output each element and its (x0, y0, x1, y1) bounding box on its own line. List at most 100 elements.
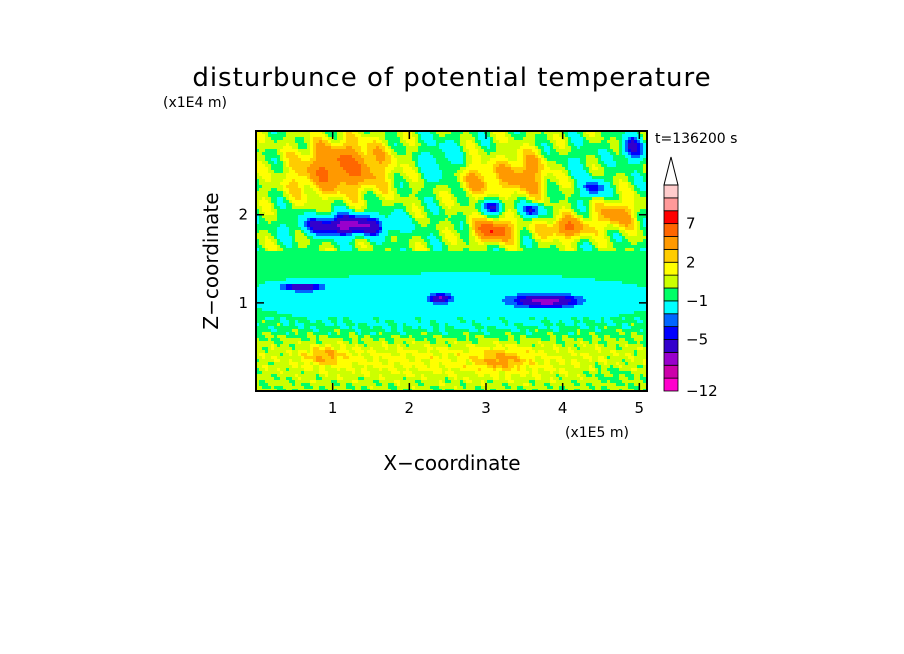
heatmap-cell (457, 224, 460, 227)
heatmap-cell (580, 239, 583, 242)
heatmap-cell (481, 239, 484, 242)
heatmap-cell (571, 170, 574, 173)
heatmap-cell (424, 203, 427, 206)
heatmap-cell (592, 140, 595, 143)
heatmap-cell (400, 197, 403, 200)
heatmap-cell (475, 194, 478, 197)
heatmap-cell (343, 191, 346, 194)
heatmap-cell (634, 233, 637, 236)
heatmap-cell (448, 197, 451, 200)
heatmap-cell (403, 152, 406, 155)
heatmap-cell (439, 149, 442, 152)
heatmap-cell (556, 179, 559, 182)
heatmap-cell (445, 143, 448, 146)
heatmap-cell (343, 221, 346, 224)
heatmap-cell (268, 218, 271, 221)
heatmap-cell (526, 200, 529, 203)
heatmap-cell (409, 167, 412, 170)
heatmap-cell (535, 185, 538, 188)
heatmap-cell (562, 161, 565, 164)
heatmap-cell (466, 230, 469, 233)
heatmap-cell (376, 134, 379, 137)
heatmap-cell (640, 212, 643, 215)
heatmap-cell (256, 149, 259, 152)
heatmap-cell (631, 221, 634, 224)
heatmap-cell (322, 197, 325, 200)
heatmap-cell (571, 221, 574, 224)
heatmap-cell (577, 200, 580, 203)
heatmap-cell (310, 242, 313, 245)
heatmap-cell (478, 173, 481, 176)
heatmap-cell (616, 218, 619, 221)
heatmap-cell (265, 176, 268, 179)
heatmap-cell (535, 149, 538, 152)
heatmap-cell (355, 239, 358, 242)
heatmap-cell (280, 188, 283, 191)
heatmap-cell (595, 143, 598, 146)
heatmap-cell (340, 221, 343, 224)
heatmap-cell (634, 209, 637, 212)
heatmap-cell (391, 179, 394, 182)
heatmap-cell (376, 137, 379, 140)
heatmap-cell (565, 179, 568, 182)
heatmap-cell (313, 239, 316, 242)
heatmap-cell (286, 245, 289, 248)
heatmap-cell (457, 185, 460, 188)
heatmap-cell (589, 218, 592, 221)
heatmap-cell (370, 143, 373, 146)
heatmap-cell (388, 209, 391, 212)
heatmap-cell (583, 194, 586, 197)
heatmap-cell (343, 239, 346, 242)
heatmap-cell (415, 179, 418, 182)
heatmap-cell (424, 158, 427, 161)
heatmap-cell (547, 215, 550, 218)
heatmap-cell (307, 164, 310, 167)
heatmap-cell (415, 149, 418, 152)
heatmap-cell (586, 134, 589, 137)
heatmap-cell (337, 206, 340, 209)
heatmap-cell (289, 236, 292, 239)
heatmap-cell (286, 212, 289, 215)
heatmap-cell (280, 230, 283, 233)
heatmap-cell (502, 149, 505, 152)
heatmap-cell (640, 179, 643, 182)
heatmap-cell (607, 188, 610, 191)
heatmap-cell (463, 143, 466, 146)
heatmap-cell (409, 158, 412, 161)
heatmap-cell (592, 161, 595, 164)
heatmap-cell (580, 203, 583, 206)
heatmap-cell (523, 140, 526, 143)
heatmap-cell (397, 218, 400, 221)
heatmap-cell (334, 134, 337, 137)
heatmap-cell (469, 218, 472, 221)
heatmap-cell (622, 200, 625, 203)
heatmap-cell (415, 197, 418, 200)
heatmap-cell (451, 224, 454, 227)
heatmap-cell (403, 203, 406, 206)
heatmap-cell (532, 203, 535, 206)
heatmap-cell (379, 134, 382, 137)
heatmap-cell (262, 218, 265, 221)
heatmap-cell (394, 179, 397, 182)
heatmap-cell (511, 209, 514, 212)
heatmap-cell (520, 164, 523, 167)
heatmap-cell (493, 209, 496, 212)
heatmap-cell (559, 161, 562, 164)
heatmap-cell (583, 179, 586, 182)
heatmap-cell (319, 188, 322, 191)
heatmap-cell (514, 233, 517, 236)
heatmap-cell (274, 221, 277, 224)
heatmap-cell (397, 155, 400, 158)
heatmap-cell (355, 236, 358, 239)
heatmap-cell (397, 233, 400, 236)
heatmap-cell (478, 191, 481, 194)
heatmap-cell (628, 140, 631, 143)
heatmap-cell (499, 230, 502, 233)
heatmap-cell (457, 155, 460, 158)
heatmap-cell (262, 179, 265, 182)
heatmap-cell (436, 173, 439, 176)
heatmap-cell (478, 137, 481, 140)
heatmap-cell (469, 140, 472, 143)
heatmap-cell (574, 188, 577, 191)
heatmap-cell (544, 155, 547, 158)
